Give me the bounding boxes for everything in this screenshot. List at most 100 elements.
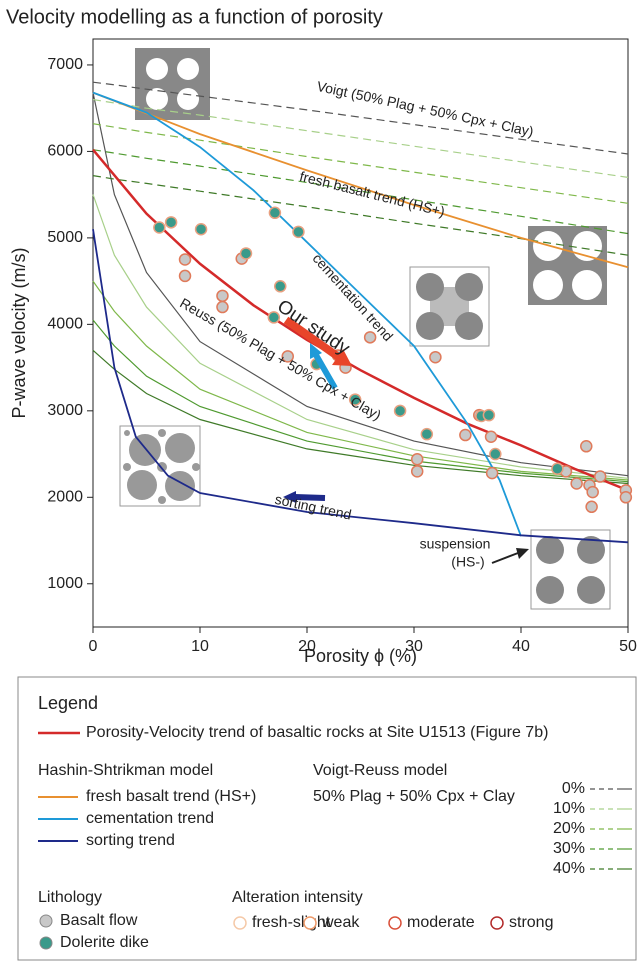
voigt-line <box>92 81 629 155</box>
trend-line <box>92 148 629 492</box>
legend-label: Porosity-Velocity trend of basaltic rock… <box>86 724 548 741</box>
legend-subtitle: 50% Plag + 50% Cpx + Clay <box>313 788 515 805</box>
data-point <box>420 427 434 441</box>
trend-line <box>92 229 629 544</box>
y-tick-label: 6000 <box>47 143 83 160</box>
legend-group-title: Voigt-Reuss model <box>313 762 447 779</box>
data-point <box>484 430 498 444</box>
x-tick-label: 20 <box>298 638 316 655</box>
curves <box>92 81 629 544</box>
x-tick-label: 50 <box>619 638 637 655</box>
data-point <box>281 350 294 363</box>
x-axis-label: Porosity ϕ (%) <box>304 646 417 666</box>
legend-swatch <box>490 916 504 930</box>
arrow-cementation <box>313 353 338 390</box>
data-point <box>239 247 253 260</box>
plot-frame <box>92 38 629 628</box>
y-axis-label: P-wave velocity (m/s) <box>9 247 29 418</box>
y-tick-label: 7000 <box>47 56 83 73</box>
legend-label: 20% <box>553 820 585 837</box>
legend-label: strong <box>509 914 553 931</box>
data-point <box>459 428 472 442</box>
legend-label: weak <box>321 914 360 931</box>
arrow-head <box>516 548 529 559</box>
legend-swatch <box>39 914 53 928</box>
y-tick-label: 4000 <box>47 316 83 333</box>
x-tick-label: 0 <box>89 638 98 655</box>
annotation: (HS-) <box>451 554 484 570</box>
data-point <box>393 404 407 418</box>
y-tick-label: 3000 <box>47 402 83 419</box>
x-tick-label: 30 <box>405 638 423 655</box>
legend-label: fresh basalt trend (HS+) <box>86 788 256 805</box>
arrow-our-study <box>283 316 343 362</box>
y-tick-label: 1000 <box>47 575 83 592</box>
legend-label: moderate <box>407 914 475 931</box>
voigt-line <box>92 149 629 235</box>
data-point <box>585 500 598 514</box>
data-point <box>194 222 208 236</box>
trend-line <box>92 91 522 537</box>
data-point <box>580 440 593 453</box>
data-point <box>216 300 229 314</box>
legend-label: 0% <box>562 780 585 797</box>
inset-cementation <box>409 266 490 347</box>
data-point <box>267 311 281 324</box>
data-point <box>216 289 229 303</box>
trend-line <box>92 91 629 269</box>
data-point <box>429 350 442 364</box>
data-point <box>570 477 583 490</box>
x-tick-label: 10 <box>191 638 209 655</box>
data-point <box>363 331 377 344</box>
arrow-head <box>283 491 296 503</box>
legend-label: fresh-slight <box>252 914 331 931</box>
legend-label: 40% <box>553 860 585 877</box>
legend-label: Basalt flow <box>60 912 138 929</box>
reuss-line <box>92 280 629 481</box>
data-point <box>482 408 496 422</box>
annotation: suspension <box>420 536 491 552</box>
data-point <box>164 216 178 229</box>
legend-swatch <box>39 936 53 950</box>
legend-box <box>17 676 637 961</box>
x-tick-label: 40 <box>512 638 530 655</box>
data-point <box>274 280 287 293</box>
annotation: Voigt (50% Plag + 50% Cpx + Clay) <box>316 78 536 140</box>
data-point <box>489 447 502 461</box>
legend-swatch <box>303 916 317 930</box>
legend-swatch <box>388 916 402 930</box>
annotation: fresh basalt trend (HS+) <box>298 168 446 220</box>
data-point <box>551 462 564 476</box>
data-point <box>485 466 499 480</box>
data-point <box>178 269 192 283</box>
data-point <box>410 465 424 478</box>
reuss-line <box>92 92 629 477</box>
data-point <box>348 393 362 406</box>
legend-label: sorting trend <box>86 832 175 849</box>
legend-label: 10% <box>553 800 585 817</box>
legend-group-title: Hashin-Shtrikman model <box>38 762 213 779</box>
chart-title: Velocity modelling as a function of poro… <box>6 6 383 28</box>
data-point <box>178 253 192 266</box>
data-point <box>410 452 424 466</box>
arrow-sorting <box>294 494 326 501</box>
inset-hs-plus-large <box>528 226 607 305</box>
inset-suspension <box>530 529 611 610</box>
voigt-line <box>92 98 629 178</box>
legend-label: Dolerite dike <box>60 934 149 951</box>
legend-label: cementation trend <box>86 810 214 827</box>
arrow-head <box>332 349 352 366</box>
data-point <box>268 206 282 220</box>
legend-group-title: Lithology <box>38 889 102 906</box>
legend-swatch <box>233 916 247 930</box>
data-point <box>619 491 633 504</box>
y-tick-label: 2000 <box>47 489 83 506</box>
reuss-line <box>92 194 629 479</box>
arrow-head <box>310 343 322 359</box>
data-point <box>593 470 607 483</box>
data-point <box>586 485 599 499</box>
reuss-line <box>92 349 629 485</box>
inset-hs-plus-small <box>135 48 210 120</box>
legend-label: 30% <box>553 840 585 857</box>
